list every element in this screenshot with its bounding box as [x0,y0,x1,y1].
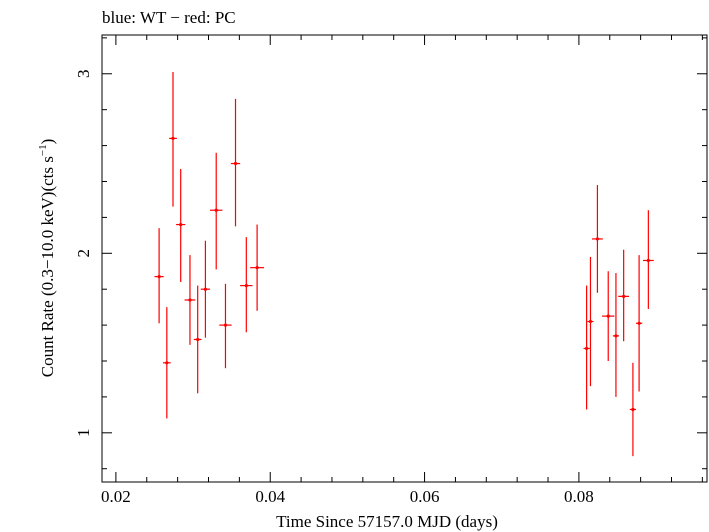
data-marker [188,298,192,302]
data-marker [637,321,641,325]
x-tick-label: 0.06 [410,487,440,506]
data-point [629,362,637,457]
data-marker [606,314,610,318]
tick-labels: 0.02 0.04 0.06 0.08 1 2 3 [74,70,594,506]
x-tick-label: 0.08 [564,487,594,506]
data-marker [585,346,589,351]
data-point [230,98,241,227]
data-point [210,152,223,270]
data-point [642,210,654,309]
data-marker [196,337,200,342]
x-tick-label: 0.04 [255,487,285,506]
x-axis-label: Time Since 57157.0 MJD (days) [276,512,498,531]
data-point [618,249,630,342]
x-tick-label: 0.02 [101,487,131,506]
data-marker [588,319,593,324]
data-point [184,255,196,345]
y-axis-label-superscript: −1 [37,144,49,156]
chart-title: blue: WT − red: PC [102,8,236,27]
y-axis-label: Count Rate (0.3−10.0 keV)(cts s−1) [37,139,57,378]
data-marker [214,208,218,212]
data-point [583,285,590,410]
data-marker [631,407,635,412]
y-tick-label: 1 [74,429,93,438]
y-axis-label-close: ) [38,139,57,145]
data-point [587,256,594,387]
plot-frame [101,34,708,483]
data-marker [255,266,259,270]
data-marker [595,237,600,241]
data-marker [171,136,175,141]
data-points [154,71,654,457]
y-tick-label: 2 [74,249,93,258]
data-marker [614,334,618,338]
data-point [250,224,265,311]
data-point [193,285,202,394]
data-marker [165,361,169,365]
data-point [602,271,615,362]
data-marker [622,294,626,298]
data-point [219,283,232,369]
data-marker [179,222,183,227]
y-axis-label-main: Count Rate (0.3−10.0 keV)(cts s [38,156,57,377]
data-marker [203,287,208,291]
data-point [162,307,171,419]
data-marker [223,323,228,327]
data-marker [646,258,650,263]
data-marker [244,284,248,288]
data-point [612,273,620,397]
data-point [240,237,253,333]
y-tick-label: 3 [74,70,93,79]
data-point [592,185,603,293]
data-point [200,240,211,338]
data-point [176,168,186,283]
data-point [169,71,177,207]
data-point [636,255,643,392]
data-marker [233,161,238,166]
axis-ticks [102,35,707,482]
data-marker [157,275,161,279]
data-point [154,228,164,324]
